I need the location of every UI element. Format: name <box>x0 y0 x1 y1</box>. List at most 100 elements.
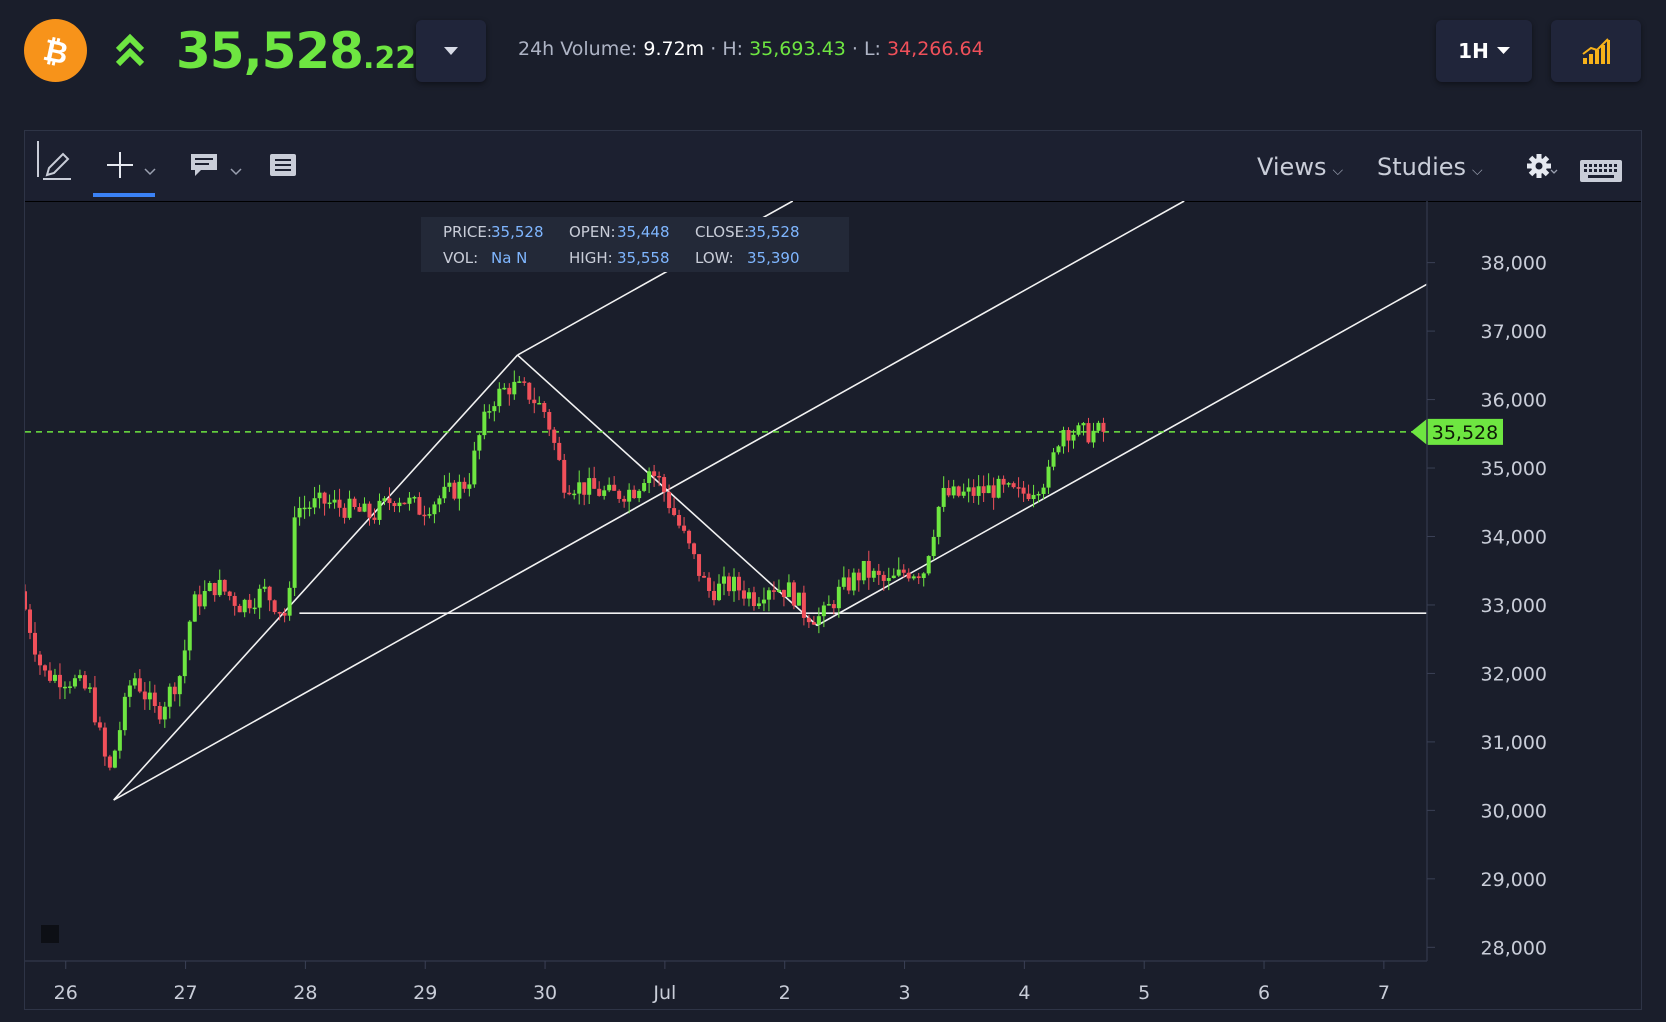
y-tick-label: 33,000 <box>1481 595 1547 617</box>
ohlc-tooltip: PRICE: 35,528 OPEN: 35,448 CLOSE: 35,528… <box>421 217 849 272</box>
data-table-button[interactable] <box>269 145 297 185</box>
caret-down-icon <box>1496 47 1510 54</box>
candle-body <box>652 471 657 476</box>
candle-body <box>771 590 776 592</box>
candle-body <box>597 488 602 496</box>
candle-body <box>332 499 337 503</box>
candle-body <box>657 475 662 478</box>
chevron-down-icon[interactable] <box>229 167 243 177</box>
candle-body <box>751 592 756 607</box>
candle-body <box>27 609 32 633</box>
candle-body <box>687 530 692 544</box>
chart-type-button[interactable] <box>1551 20 1641 82</box>
ohlc-low-label: LOW: <box>695 249 734 267</box>
candle-body <box>956 486 961 496</box>
candle-body <box>372 517 377 520</box>
candle-body <box>1046 466 1051 488</box>
candle-body <box>836 586 841 609</box>
chart-corner-handle[interactable] <box>41 925 59 943</box>
candle-body <box>1041 487 1046 494</box>
candle-body <box>602 490 607 496</box>
candle-body <box>946 487 951 496</box>
candle-body <box>362 503 367 512</box>
annotation-tool-button[interactable] <box>189 145 243 185</box>
candle-body <box>492 406 497 412</box>
candle-body <box>831 604 836 609</box>
chevron-down-icon[interactable] <box>143 167 157 177</box>
candle-body <box>1001 478 1006 485</box>
signal-bars-icon <box>1582 38 1610 64</box>
candle-body <box>37 654 42 666</box>
candle-body <box>227 591 232 596</box>
candle-body <box>567 492 572 495</box>
candle-body <box>457 481 462 499</box>
y-tick-label: 36,000 <box>1481 390 1547 412</box>
current-price-badge <box>1411 418 1503 445</box>
candle-body <box>811 622 816 625</box>
studies-menu-button[interactable]: Studies ⌵ <box>1377 153 1483 181</box>
candle-body <box>467 484 472 489</box>
candle-body <box>1056 446 1061 453</box>
candle-body <box>971 487 976 496</box>
candle-body <box>57 674 62 688</box>
high-value: 35,693.43 <box>749 38 846 60</box>
candle-body <box>866 560 871 578</box>
ohlc-high-value: 35,558 <box>617 249 670 267</box>
candle-body <box>317 492 322 499</box>
candle-body <box>1091 430 1096 443</box>
candle-body <box>25 591 27 610</box>
candle-body <box>272 600 277 613</box>
candle-body <box>552 429 557 443</box>
pair-dropdown-button[interactable] <box>416 20 486 82</box>
candle-body <box>587 478 592 495</box>
candle-body <box>207 583 212 592</box>
candle-body <box>352 498 357 508</box>
views-menu-button[interactable]: Views ⌵ <box>1257 153 1343 181</box>
keyboard-shortcuts-button[interactable] <box>1579 151 1623 191</box>
candle-body <box>542 402 547 413</box>
x-tick-label: 27 <box>173 982 197 1004</box>
ohlc-price-value: 35,528 <box>491 223 544 241</box>
candle-body <box>422 514 427 517</box>
settings-button[interactable] <box>1525 147 1561 187</box>
x-tick-label: 26 <box>54 982 78 1004</box>
candle-body <box>996 478 1001 498</box>
candle-body <box>337 499 342 508</box>
ohlc-price-label: PRICE: <box>443 223 492 241</box>
volume-value: 9.72m <box>643 38 705 60</box>
candle-body <box>1061 430 1066 447</box>
x-tick-label: Jul <box>652 982 676 1004</box>
y-tick-label: 35,000 <box>1481 458 1547 480</box>
candle-body <box>986 485 991 494</box>
candle-body <box>801 592 806 618</box>
candle-body <box>806 617 811 623</box>
interval-dropdown-button[interactable]: 1H <box>1436 20 1532 82</box>
candle-body <box>981 486 986 494</box>
candle-body <box>442 486 447 499</box>
candle-body <box>891 575 896 579</box>
candle-body <box>32 632 37 655</box>
pitchfork-handle-line <box>113 354 519 801</box>
candle-body <box>502 387 507 390</box>
candle-body <box>637 490 642 499</box>
candle-body <box>921 573 926 579</box>
x-tick-label: 28 <box>293 982 317 1004</box>
price-chart[interactable]: 35,528 28,000 29,000 30,000 31,000 32,000 33,… <box>25 201 1641 1009</box>
candle-body <box>507 387 512 395</box>
candle-body <box>347 498 352 518</box>
crosshair-tool-button[interactable] <box>105 145 157 185</box>
candle-body <box>112 750 117 768</box>
candle-body <box>97 722 102 728</box>
candle-body <box>212 583 217 596</box>
y-tick-label: 31,000 <box>1481 732 1547 754</box>
candle-body <box>77 675 82 679</box>
x-tick-label: 3 <box>898 982 910 1004</box>
candle-body <box>307 507 312 509</box>
candle-body <box>582 482 587 495</box>
draw-tool-button[interactable] <box>41 145 73 185</box>
svg-text:₿: ₿ <box>40 32 71 70</box>
candle-body <box>931 536 936 557</box>
candle-body <box>407 497 412 504</box>
candle-body <box>796 592 801 606</box>
candle-body <box>82 675 87 689</box>
